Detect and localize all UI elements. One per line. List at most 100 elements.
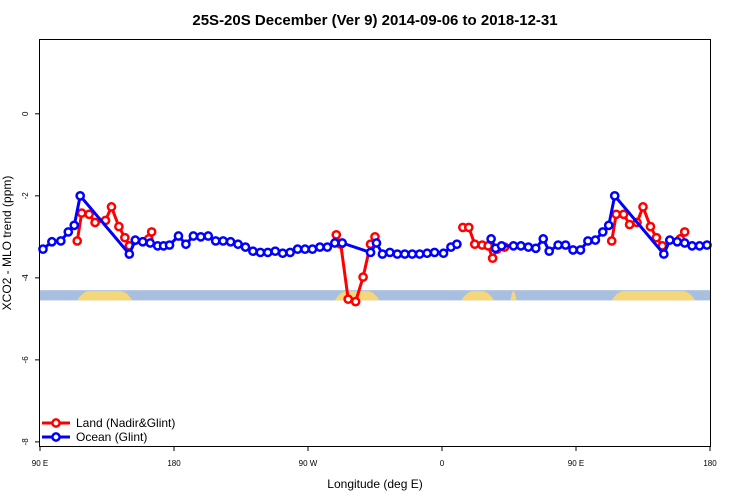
y-tick-label-0: 0 (21, 111, 30, 116)
series-1-point-12 (164, 240, 175, 250)
land-segment-3 (510, 291, 517, 301)
series-1-point-53 (508, 241, 519, 251)
x-tick-label-4: 90 E (568, 459, 584, 468)
series-1-point-9 (145, 238, 156, 248)
series-0-point-12 (331, 229, 342, 240)
series-1-point-3 (63, 227, 74, 237)
series-1-point-46 (438, 248, 449, 259)
series-lines (38, 190, 712, 307)
series-0-point-5 (106, 202, 117, 212)
legend-marker-0 (51, 418, 61, 428)
series-0-point-30 (611, 209, 622, 220)
legend-marker-1 (51, 432, 61, 442)
y-tick-label-1: -2 (21, 192, 30, 200)
series-1-point-20 (225, 236, 236, 247)
series-1-point-45 (429, 247, 440, 258)
y-axis-label: XCO2 - MLO trend (ppm) (0, 176, 14, 311)
series-0-point-22 (469, 239, 480, 250)
series-1-point-33 (322, 242, 333, 252)
x-tick-label-0: 90 E (32, 459, 48, 468)
series-1-point-71 (679, 238, 690, 248)
series-1-point-15 (188, 231, 199, 241)
series-1-point-6 (124, 249, 135, 259)
series-1-point-25 (262, 247, 273, 258)
series-1-point-17 (203, 231, 214, 241)
series-1-point-40 (392, 249, 403, 259)
series-1-point-70 (672, 236, 683, 247)
x-tick-label-3: 0 (440, 459, 445, 468)
x-tick-label-1: 180 (167, 459, 181, 468)
x-tick-label-5: 180 (703, 459, 717, 468)
series-0-point-16 (358, 272, 368, 282)
series-0-point-10 (146, 227, 157, 237)
series-1-point-56 (530, 243, 541, 254)
land-segment-2 (461, 291, 495, 301)
series-0-point-25 (487, 253, 498, 264)
series-1-point-39 (385, 247, 395, 258)
series-1-point-35 (337, 238, 348, 248)
series-1-point-64 (590, 235, 601, 245)
x-tick-label-2: 90 W (299, 459, 318, 468)
series-1-point-73 (694, 241, 705, 251)
series-0-point-15 (350, 296, 361, 307)
series-1-point-22 (240, 242, 251, 252)
series-1-point-48 (452, 239, 462, 250)
series-0-point-32 (624, 219, 635, 230)
x-axis: 90 E 180 90 W 0 90 E 180 (32, 446, 717, 468)
series-1-point-58 (544, 246, 555, 257)
series-1-point-72 (687, 241, 697, 251)
series-0-point-35 (645, 221, 656, 232)
series-0-point-21 (463, 222, 474, 233)
series-0-point-39 (679, 227, 690, 237)
series-1-point-37 (371, 238, 382, 248)
y-tick-label-2: -4 (21, 274, 30, 282)
series-1-point-42 (407, 249, 418, 259)
series-1-point-36 (365, 247, 376, 258)
legend-label-0: Land (Nadir&Glint) (76, 416, 175, 430)
series-0-point-29 (606, 236, 617, 246)
series-1-point-34 (329, 238, 340, 248)
series-1-point-28 (285, 247, 295, 258)
series-1-point-0 (38, 244, 48, 255)
series-1-point-13 (173, 231, 184, 241)
series-1-point-50 (486, 234, 496, 244)
series-1-point-65 (597, 227, 608, 237)
series-1-point-38 (377, 249, 388, 259)
series-0-point-7 (120, 232, 130, 243)
series-1-point-61 (568, 245, 578, 255)
series-1-point-1 (47, 236, 57, 247)
series-0-point-6 (114, 221, 124, 232)
series-1-point-66 (603, 220, 614, 231)
series-1-point-57 (538, 234, 549, 244)
land-segment-0 (77, 291, 133, 301)
series-1-point-41 (399, 249, 410, 259)
series-1-point-62 (575, 245, 586, 255)
series-1-point-32 (315, 242, 325, 252)
series-1-point-30 (300, 244, 310, 255)
legend-label-1: Ocean (Glint) (76, 430, 147, 444)
series-0-point-36 (651, 232, 662, 243)
series-1-point-43 (414, 249, 425, 259)
series-0-point-14 (343, 294, 354, 305)
series-1-point-68 (658, 249, 669, 259)
series-0-point-31 (618, 209, 629, 220)
series-1-point-26 (270, 246, 281, 257)
land-segment-4 (611, 291, 696, 301)
series-1-point-59 (553, 240, 563, 250)
x-axis-label: Longitude (deg E) (327, 477, 422, 491)
series-0-point-0 (72, 236, 83, 246)
series-1-point-5 (75, 190, 86, 201)
series-1-point-7 (130, 235, 141, 245)
series-1-point-44 (422, 248, 432, 259)
series-1-point-19 (218, 236, 228, 246)
legend: Land (Nadir&Glint)Ocean (Glint) (42, 416, 175, 444)
series-1-point-60 (560, 240, 571, 250)
plot-frame (39, 39, 711, 447)
series-1-point-52 (496, 241, 507, 251)
chart-title: 25S-20S December (Ver 9) 2014-09-06 to 2… (192, 12, 557, 29)
series-1-point-24 (255, 247, 266, 258)
series-1-point-21 (233, 239, 243, 250)
series-1-point-8 (137, 236, 148, 247)
series-0-point-3 (90, 217, 100, 228)
